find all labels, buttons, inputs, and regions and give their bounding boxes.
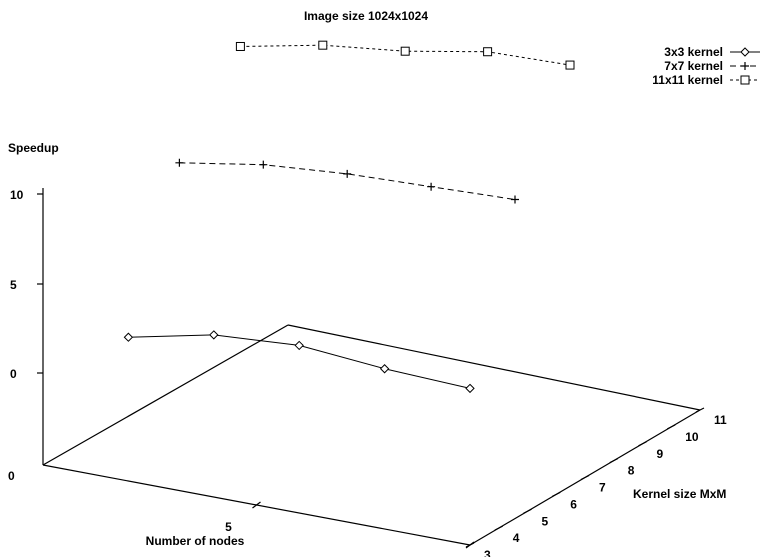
- plot-frame: [42, 324, 701, 546]
- series-point: [123, 332, 134, 342]
- x-axis-label: Number of nodes: [146, 534, 245, 548]
- y-tick: [465, 542, 475, 548]
- y-tick: [580, 474, 590, 481]
- z-axis: 0 5 10: [10, 188, 44, 465]
- y-tick-label: 6: [570, 497, 577, 511]
- z-axis-label: Speedup: [8, 141, 59, 155]
- series-point: [294, 340, 304, 351]
- series-point: [511, 195, 519, 204]
- series-7x7-kernel: [175, 158, 519, 204]
- y-tick: [666, 424, 676, 430]
- z-tick-label: 5: [10, 278, 17, 292]
- series-point: [259, 160, 268, 169]
- x-axis: 510: [225, 501, 475, 549]
- series-11x11-kernel: [235, 40, 575, 70]
- y-tick: [695, 407, 705, 413]
- legend-marker: [740, 75, 750, 85]
- floor-edge-back: [287, 324, 701, 411]
- series-point: [565, 60, 575, 70]
- z-tick-label: 10: [10, 188, 24, 202]
- series-point: [483, 47, 493, 57]
- x-tick: [252, 501, 261, 509]
- y-axis: 3 4 5 6 7 8 9 10 11: [465, 407, 727, 557]
- series-point: [379, 364, 390, 374]
- y-axis-label: Kernel size MxM: [633, 487, 726, 501]
- y-tick: [551, 491, 561, 497]
- legend-label: 11x11 kernel: [652, 73, 723, 87]
- x-tick-label: 5: [225, 520, 232, 534]
- series-point: [318, 40, 328, 50]
- y-tick-label: 9: [657, 447, 664, 461]
- series-3x3-kernel: [123, 330, 475, 394]
- y-tick-label: 10: [685, 430, 699, 444]
- chart-title: Image size 1024x1024: [304, 9, 428, 23]
- series-point: [465, 383, 475, 394]
- y-tick: [638, 441, 647, 447]
- series-point: [427, 182, 436, 191]
- legend-marker: [741, 62, 749, 70]
- series-point: [209, 330, 219, 340]
- y-tick-label: 5: [542, 514, 549, 528]
- floor-edge-left: [42, 324, 289, 466]
- y-tick-label: 7: [599, 481, 606, 495]
- z-floor-tick-label: 0: [8, 469, 15, 483]
- y-tick: [494, 525, 504, 531]
- series-point: [400, 46, 410, 56]
- y-tick-label: 11: [714, 413, 727, 427]
- legend-marker: [740, 47, 750, 57]
- y-tick-label: 3: [484, 548, 491, 557]
- z-tick-label: 0: [10, 367, 17, 381]
- series-line: [179, 162, 516, 201]
- series-line: [240, 44, 571, 66]
- legend-label: 3x3 kernel: [664, 45, 723, 59]
- y-tick: [523, 508, 532, 514]
- y-tick-label: 4: [513, 531, 520, 545]
- series-point: [235, 41, 245, 51]
- series-point: [343, 169, 352, 178]
- series-point: [175, 158, 184, 167]
- y-tick: [609, 458, 619, 464]
- series-layer: [123, 40, 575, 394]
- y-tick-label: 8: [628, 464, 635, 478]
- legend-label: 7x7 kernel: [664, 59, 723, 73]
